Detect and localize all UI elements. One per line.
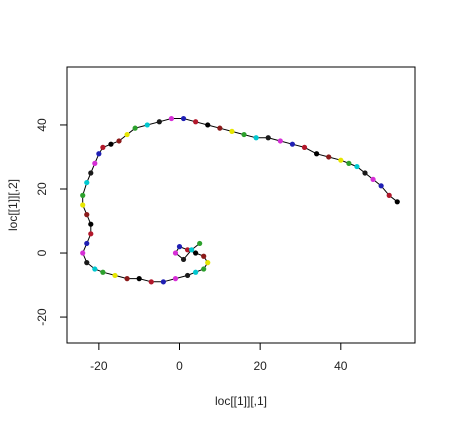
point bbox=[184, 272, 191, 279]
point bbox=[80, 202, 86, 208]
point bbox=[172, 250, 179, 256]
point bbox=[326, 154, 332, 160]
trajectory-line bbox=[82, 118, 398, 283]
point bbox=[168, 115, 175, 122]
point bbox=[92, 160, 98, 166]
point bbox=[136, 276, 142, 282]
point bbox=[108, 141, 114, 147]
point bbox=[265, 135, 271, 141]
y-tick-label: 20 bbox=[35, 182, 49, 196]
point bbox=[84, 179, 90, 186]
point bbox=[144, 122, 150, 128]
x-tick-label: 40 bbox=[334, 359, 348, 373]
point bbox=[241, 131, 247, 138]
point bbox=[88, 170, 94, 176]
point bbox=[197, 240, 203, 247]
point bbox=[354, 163, 360, 170]
point bbox=[189, 247, 195, 253]
x-tick-label: 20 bbox=[253, 359, 267, 373]
point bbox=[80, 192, 86, 198]
point bbox=[386, 192, 392, 198]
point bbox=[172, 276, 179, 282]
point bbox=[88, 231, 94, 237]
point bbox=[156, 119, 162, 125]
point bbox=[370, 176, 376, 182]
point bbox=[92, 266, 98, 272]
x-tick-label: -20 bbox=[90, 359, 108, 373]
point bbox=[301, 144, 308, 150]
point bbox=[116, 138, 122, 144]
y-tick-label: 40 bbox=[35, 118, 49, 132]
point bbox=[201, 253, 207, 259]
point bbox=[193, 250, 199, 256]
point bbox=[88, 221, 94, 227]
point bbox=[180, 256, 187, 263]
point bbox=[229, 128, 235, 134]
y-tick-label: -20 bbox=[35, 308, 49, 326]
y-axis-label: loc[[1]][,2] bbox=[6, 179, 20, 231]
point bbox=[362, 170, 368, 176]
point bbox=[132, 125, 138, 131]
point bbox=[338, 157, 344, 163]
point bbox=[180, 115, 187, 122]
point bbox=[84, 212, 90, 218]
x-tick-label: 0 bbox=[176, 359, 183, 373]
point bbox=[346, 160, 352, 166]
point bbox=[160, 279, 166, 285]
point bbox=[80, 250, 86, 256]
point bbox=[148, 279, 154, 285]
point bbox=[100, 269, 106, 275]
point bbox=[184, 247, 191, 253]
point bbox=[314, 151, 320, 157]
point bbox=[201, 266, 207, 272]
plot-frame bbox=[66, 66, 416, 344]
point bbox=[205, 122, 211, 128]
point bbox=[394, 199, 400, 205]
point bbox=[277, 138, 283, 144]
point bbox=[193, 119, 199, 125]
point bbox=[253, 135, 259, 141]
point bbox=[176, 244, 183, 250]
x-axis-label: loc[[1]][,1] bbox=[215, 394, 267, 408]
point bbox=[124, 276, 130, 282]
point bbox=[100, 144, 106, 150]
point bbox=[84, 240, 90, 247]
point bbox=[112, 272, 118, 279]
point bbox=[124, 131, 130, 138]
point bbox=[96, 151, 102, 157]
y-tick-label: 0 bbox=[35, 249, 49, 256]
point bbox=[193, 269, 199, 275]
point bbox=[289, 141, 296, 147]
point bbox=[217, 125, 223, 131]
point bbox=[205, 260, 211, 266]
point bbox=[378, 183, 384, 189]
point bbox=[84, 260, 90, 266]
